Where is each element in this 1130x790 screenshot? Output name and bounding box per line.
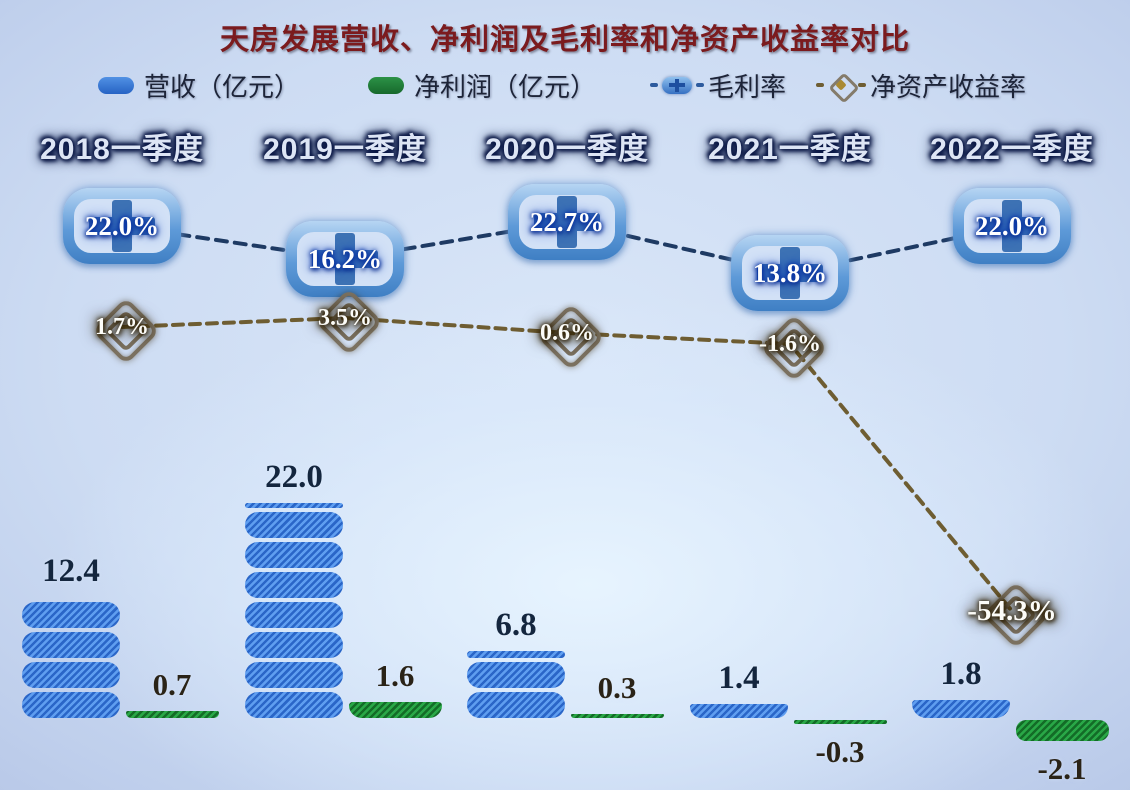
revenue-bar-segment xyxy=(690,704,788,718)
roe-value-label: 3.5% xyxy=(318,305,372,331)
revenue-value-label: 12.4 xyxy=(42,553,100,589)
revenue-bar-segment xyxy=(22,692,120,718)
category-label: 2021一季度 xyxy=(708,133,872,166)
category-label: 2019一季度 xyxy=(263,133,427,166)
net-profit-swatch-icon xyxy=(368,76,404,94)
net-profit-value-label: 1.6 xyxy=(375,658,415,693)
gross-margin-value-label: 22.0% xyxy=(84,211,160,241)
net-profit-value-label: -2.1 xyxy=(1037,751,1087,786)
net-profit-value-label: 0.3 xyxy=(597,670,637,705)
revenue-bar-segment xyxy=(912,700,1010,718)
revenue-bar xyxy=(22,597,120,718)
legend-item-revenue: 营收（亿元） xyxy=(98,68,300,102)
net-profit-bar xyxy=(794,720,887,724)
chart-legend: 营收（亿元） 净利润（亿元） 毛利率 净资产收益率 xyxy=(0,68,1130,104)
revenue-bar-segment xyxy=(467,662,565,688)
revenue-bar-segment xyxy=(22,632,120,658)
roe-value-label: 1.7% xyxy=(95,314,149,340)
revenue-bar-segment xyxy=(245,542,343,568)
gross-margin-marker: 22.0% xyxy=(63,188,181,264)
roe-value-label: 0.6% xyxy=(540,320,594,346)
legend-label-net-profit: 净利润（亿元） xyxy=(414,71,597,102)
net-profit-bar-segment xyxy=(1016,720,1109,741)
category-label: 2018一季度 xyxy=(40,133,204,166)
plus-icon xyxy=(534,213,600,231)
legend-item-net-profit: 净利润（亿元） xyxy=(368,68,596,102)
revenue-bar-segment xyxy=(245,572,343,598)
legend-label-roe: 净资产收益率 xyxy=(870,71,1027,102)
net-profit-bar-segment xyxy=(126,711,219,718)
revenue-bar xyxy=(690,704,788,718)
roe-line xyxy=(120,315,1014,613)
roe-marker: 0.6% xyxy=(492,301,642,371)
revenue-swatch-icon xyxy=(98,76,134,94)
roe-value-label: -1.6% xyxy=(759,331,821,357)
revenue-value-label: 1.4 xyxy=(718,660,760,696)
plus-icon xyxy=(979,217,1045,235)
revenue-bar xyxy=(912,700,1010,718)
gross-margin-value-label: 13.8% xyxy=(752,258,828,288)
plus-icon xyxy=(89,217,155,235)
net-profit-bar xyxy=(126,711,219,718)
roe-marker: -1.6% xyxy=(715,312,865,382)
revenue-bar-segment xyxy=(245,692,343,718)
gross-margin-marker: 22.7% xyxy=(508,184,626,260)
dash-icon xyxy=(696,83,704,87)
plus-icon xyxy=(757,264,823,282)
revenue-bar-segment xyxy=(22,602,120,628)
revenue-bar xyxy=(467,651,565,718)
legend-item-roe: 净资产收益率 xyxy=(816,68,1027,104)
gross-margin-marker: 13.8% xyxy=(731,235,849,311)
category-label: 2022一季度 xyxy=(930,133,1094,166)
net-profit-value-label: -0.3 xyxy=(815,734,865,769)
gross-margin-marker: 22.0% xyxy=(953,188,1071,264)
gross-margin-value-label: 16.2% xyxy=(307,244,383,274)
net-profit-value-label: 0.7 xyxy=(152,667,192,702)
revenue-bar-segment xyxy=(22,662,120,688)
revenue-bar-segment xyxy=(245,632,343,658)
net-profit-bar-segment xyxy=(571,714,664,718)
net-profit-bar xyxy=(349,702,442,718)
roe-value-label: -54.3% xyxy=(967,595,1057,627)
roe-marker: 3.5% xyxy=(270,286,420,356)
gross-margin-line xyxy=(120,219,1014,276)
revenue-bar xyxy=(245,503,343,718)
net-profit-bar-segment xyxy=(794,720,887,724)
gross-margin-value-label: 22.0% xyxy=(974,211,1050,241)
legend-item-gross-margin: 毛利率 xyxy=(650,68,786,102)
gross-margin-value-label: 22.7% xyxy=(529,207,605,237)
revenue-bar-segment xyxy=(245,662,343,688)
dash-icon xyxy=(858,83,866,87)
dash-icon xyxy=(650,83,658,87)
roe-marker: 1.7% xyxy=(47,295,197,365)
legend-label-revenue: 营收（亿元） xyxy=(144,71,301,102)
revenue-value-label: 6.8 xyxy=(495,607,537,643)
category-label: 2020一季度 xyxy=(485,133,649,166)
roe-marker: -54.3% xyxy=(937,579,1087,649)
net-profit-bar xyxy=(571,714,664,718)
revenue-value-label: 22.0 xyxy=(265,459,323,495)
revenue-bar-segment xyxy=(245,503,343,508)
dash-icon xyxy=(816,83,824,87)
plus-icon xyxy=(312,250,378,268)
revenue-bar-segment xyxy=(467,651,565,658)
revenue-bar-segment xyxy=(467,692,565,718)
gross-margin-marker-icon xyxy=(662,76,692,94)
gross-margin-marker: 16.2% xyxy=(286,221,404,297)
revenue-bar-segment xyxy=(245,512,343,538)
legend-label-gross-margin: 毛利率 xyxy=(708,71,787,102)
net-profit-bar-segment xyxy=(349,702,442,718)
net-profit-bar xyxy=(1016,720,1109,741)
revenue-value-label: 1.8 xyxy=(940,656,982,692)
revenue-bar-segment xyxy=(245,602,343,628)
chart-title: 天房发展营收、净利润及毛利率和净资产收益率对比 xyxy=(219,24,910,56)
